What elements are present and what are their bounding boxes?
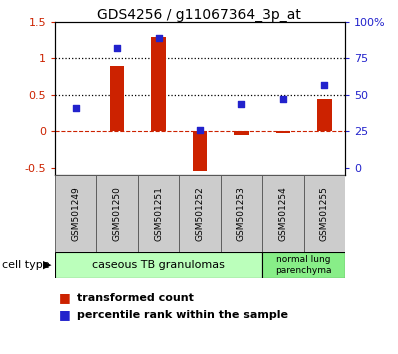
Text: GSM501250: GSM501250 bbox=[113, 186, 122, 241]
Text: GDS4256 / g11067364_3p_at: GDS4256 / g11067364_3p_at bbox=[97, 8, 301, 22]
Text: normal lung
parenchyma: normal lung parenchyma bbox=[275, 255, 332, 275]
Point bbox=[197, 127, 203, 133]
Bar bbox=[221, 175, 262, 252]
Text: GSM501254: GSM501254 bbox=[278, 186, 287, 241]
Text: percentile rank within the sample: percentile rank within the sample bbox=[77, 310, 288, 320]
Bar bbox=[138, 175, 179, 252]
Bar bbox=[110, 66, 125, 131]
Point bbox=[238, 101, 245, 107]
Text: GSM501253: GSM501253 bbox=[237, 186, 246, 241]
Text: ■: ■ bbox=[59, 291, 71, 304]
Bar bbox=[262, 175, 304, 252]
Bar bbox=[317, 98, 332, 131]
Text: GSM501255: GSM501255 bbox=[320, 186, 329, 241]
Text: transformed count: transformed count bbox=[77, 293, 194, 303]
Bar bbox=[262, 252, 345, 278]
Point bbox=[321, 82, 328, 87]
Point bbox=[72, 105, 79, 111]
Bar bbox=[275, 131, 290, 133]
Bar bbox=[193, 131, 207, 171]
Text: ■: ■ bbox=[59, 308, 71, 321]
Bar bbox=[55, 252, 262, 278]
Bar bbox=[151, 36, 166, 131]
Bar bbox=[179, 175, 221, 252]
Bar bbox=[55, 175, 96, 252]
Point bbox=[155, 35, 162, 41]
Bar bbox=[234, 131, 249, 135]
Point bbox=[280, 96, 286, 102]
Bar bbox=[304, 175, 345, 252]
Point bbox=[114, 45, 120, 50]
Bar bbox=[96, 175, 138, 252]
Text: caseous TB granulomas: caseous TB granulomas bbox=[92, 260, 225, 270]
Text: cell type: cell type bbox=[2, 260, 50, 270]
Text: GSM501252: GSM501252 bbox=[195, 186, 205, 241]
Text: GSM501251: GSM501251 bbox=[154, 186, 163, 241]
Text: ▶: ▶ bbox=[43, 260, 51, 270]
Text: GSM501249: GSM501249 bbox=[71, 186, 80, 241]
